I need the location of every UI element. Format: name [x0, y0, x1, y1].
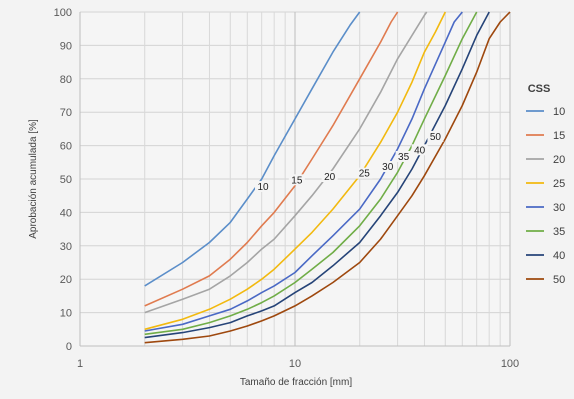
x-tick-label: 10 — [289, 358, 301, 370]
x-axis-title: Tamaño de fracción [mm] — [240, 377, 352, 388]
data-label-bg — [288, 174, 305, 186]
data-label-15: 15 — [291, 175, 303, 186]
y-tick-label: 100 — [54, 7, 72, 19]
y-tick-label: 60 — [60, 141, 72, 153]
series-line-40 — [144, 11, 490, 339]
y-tick-label: 90 — [60, 40, 72, 52]
data-label-35: 35 — [398, 152, 410, 163]
data-label-30: 30 — [382, 162, 394, 173]
legend-entry-35: 35 — [553, 226, 565, 238]
series-line-30 — [144, 11, 463, 332]
series-line-15 — [144, 11, 399, 307]
y-tick-label: 50 — [60, 174, 72, 186]
legend-entry-50: 50 — [553, 274, 565, 286]
y-axis-title: Aprobación acumulada [%] — [28, 119, 39, 239]
legend-entry-10: 10 — [553, 106, 565, 118]
legend-entry-30: 30 — [553, 202, 565, 214]
data-label-bg — [255, 181, 272, 193]
data-label-bg — [411, 144, 428, 156]
data-label-25: 25 — [359, 169, 371, 180]
data-label-bg — [321, 171, 338, 182]
data-label-10: 10 — [257, 182, 269, 193]
y-tick-label: 70 — [60, 107, 72, 119]
legend-entry-15: 15 — [553, 130, 565, 142]
series-line-50 — [144, 11, 511, 344]
data-label-bg — [427, 130, 444, 142]
data-label-50: 50 — [430, 132, 442, 143]
grid — [79, 11, 511, 347]
y-tick-label: 80 — [60, 74, 72, 86]
legend: CSS 10 15 20 25 30 35 40 50 — [526, 83, 565, 286]
x-tick-label: 100 — [501, 358, 519, 370]
data-label-bg — [379, 160, 396, 172]
y-tick-label: 40 — [60, 207, 72, 219]
data-labels: 10 15 20 25 30 35 40 50 — [255, 130, 444, 193]
legend-entry-20: 20 — [553, 154, 565, 166]
x-tick-label: 1 — [77, 358, 83, 370]
series-line-10 — [144, 11, 361, 287]
data-label-20: 20 — [324, 172, 336, 183]
series-line-25 — [144, 11, 447, 331]
y-tick-label: 20 — [60, 274, 72, 286]
y-tick-label: 30 — [60, 241, 72, 253]
data-label-40: 40 — [414, 145, 426, 156]
data-label-bg — [395, 150, 412, 162]
series-lines — [144, 11, 511, 344]
y-tick-label: 0 — [66, 341, 72, 353]
legend-title: CSS — [528, 83, 551, 95]
y-tick-label: 10 — [60, 308, 72, 320]
series-line-20 — [144, 11, 428, 314]
legend-entry-40: 40 — [553, 250, 565, 262]
legend-entry-25: 25 — [553, 178, 565, 190]
data-label-bg — [356, 167, 373, 179]
series-line-35 — [144, 11, 478, 336]
